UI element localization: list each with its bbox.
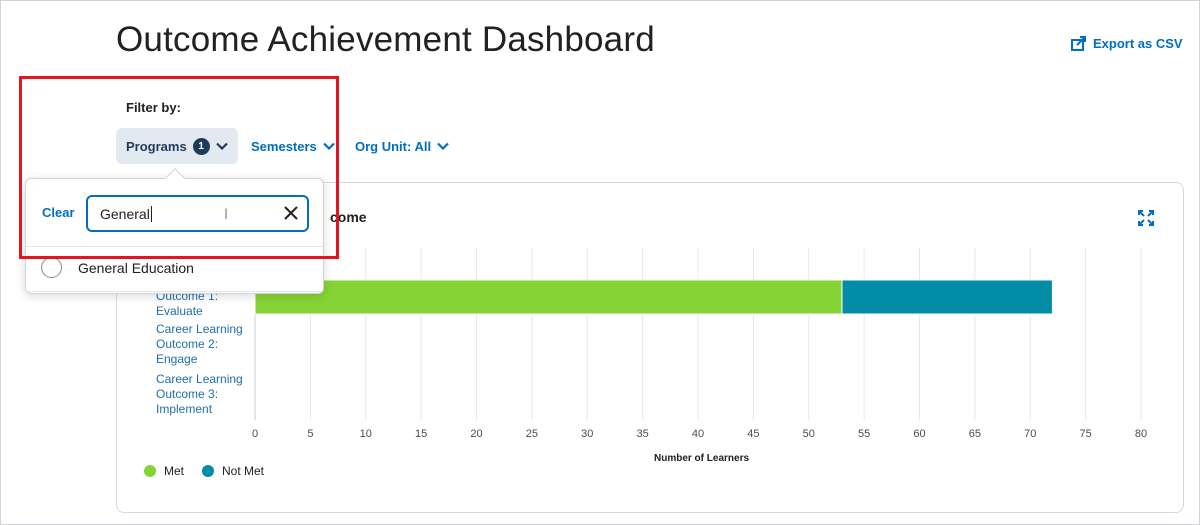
page-title: Outcome Achievement Dashboard [116,20,655,59]
category-label-line: Engage [156,352,198,366]
category-label-outcome-3[interactable]: Career Learning Outcome 3: Implement [156,372,256,417]
category-label-line: Evaluate [156,304,203,318]
close-icon[interactable] [283,205,299,221]
filter-by-label: Filter by: [126,100,181,115]
expand-icon[interactable] [1138,210,1154,226]
org-unit-filter-button[interactable]: Org Unit: All [345,128,459,164]
clear-filter-link[interactable]: Clear [42,205,75,220]
category-label-line: Implement [156,402,213,416]
program-option-general-education[interactable]: General Education [41,257,194,278]
chart-card-title: come [330,209,367,225]
category-label-line: Outcome 3: [156,387,219,401]
legend-swatch-not-met [202,465,214,477]
legend-label-met: Met [164,464,185,478]
export-icon [1071,36,1086,51]
divider [26,291,323,292]
chevron-down-icon [437,142,449,150]
legend-item-not-met[interactable]: Not Met [202,464,264,478]
program-search-input[interactable]: General I [86,195,309,232]
text-cursor-icon: I [224,207,229,223]
org-unit-filter-label: Org Unit: All [355,138,432,154]
radio-unselected-icon[interactable] [41,257,62,278]
x-axis-title: Number of Learners [654,453,750,464]
legend-swatch-met [144,465,156,477]
category-label-outcome-2[interactable]: Career Learning Outcome 2: Engage [156,322,256,367]
legend-item-met[interactable]: Met [144,464,184,478]
divider [26,246,323,247]
text-caret [150,205,152,222]
export-csv-link[interactable]: Export as CSV [1071,35,1183,51]
category-label-line: Career Learning [156,372,243,386]
semesters-filter-button[interactable]: Semesters [241,128,345,164]
search-input-value: General [100,205,150,222]
programs-count-badge: 1 [192,137,210,155]
export-csv-label: Export as CSV [1093,35,1183,51]
programs-filter-label: Programs [126,138,187,154]
chevron-down-icon [323,142,335,150]
legend-label-not-met: Not Met [222,464,265,478]
category-label-line: Career Learning [156,322,243,336]
semesters-filter-label: Semesters [251,138,317,154]
programs-filter-popover: Clear General I General Education [25,178,324,294]
programs-filter-button[interactable]: Programs 1 [116,128,238,164]
program-option-label: General Education [78,259,194,276]
category-label-line: Outcome 2: [156,337,219,351]
chevron-down-icon [215,142,228,150]
